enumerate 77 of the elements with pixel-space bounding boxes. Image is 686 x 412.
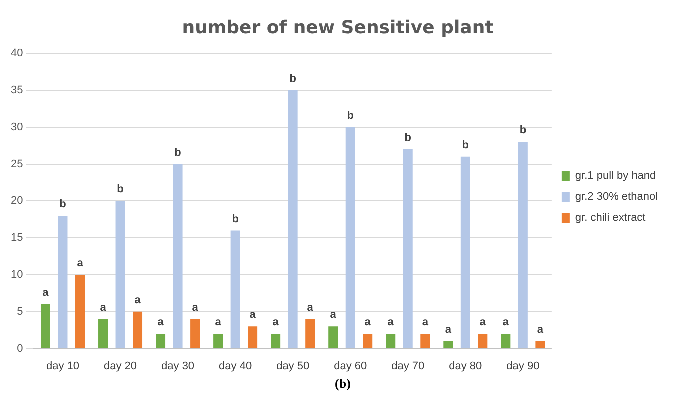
data-label: a — [42, 287, 50, 300]
data-label: a — [272, 316, 280, 329]
data-label: a — [250, 309, 257, 322]
bar — [230, 230, 240, 348]
chart-title: number of new Sensitive plant — [182, 17, 494, 38]
data-label: b — [117, 184, 124, 196]
data-label: a — [134, 294, 142, 306]
bar — [478, 334, 488, 348]
data-label: b — [174, 146, 182, 159]
bar — [190, 319, 200, 348]
bar — [248, 326, 258, 348]
bar — [40, 304, 50, 348]
bar — [98, 319, 108, 348]
data-label: a — [192, 302, 200, 314]
bar — [271, 334, 281, 348]
data-label: a — [480, 316, 487, 329]
data-label: a — [215, 316, 222, 329]
x-tick-label: day 50 — [276, 360, 310, 372]
data-label: b — [462, 139, 470, 152]
y-tick-label: 35 — [10, 84, 24, 97]
x-tick-label: day 30 — [162, 360, 195, 372]
y-tick-label: 0 — [17, 342, 24, 355]
data-label: a — [502, 316, 510, 329]
x-tick-label: day 80 — [449, 360, 482, 372]
y-tick-label: 40 — [10, 48, 24, 60]
bar — [173, 164, 183, 348]
x-tick-label: day 70 — [392, 360, 425, 372]
bar — [76, 275, 85, 348]
data-label: b — [60, 198, 67, 210]
bar — [58, 216, 68, 348]
bar — [501, 334, 511, 348]
y-tick-label: 25 — [10, 158, 24, 170]
data-label: b — [347, 110, 354, 122]
bar — [288, 90, 298, 348]
x-tick-label: day 40 — [219, 360, 252, 372]
data-label: a — [307, 302, 314, 314]
bar — [363, 334, 373, 348]
bar — [386, 334, 396, 348]
x-tick-label: day 60 — [334, 360, 368, 372]
data-label: a — [445, 324, 452, 336]
bar — [403, 150, 413, 348]
x-tick-label: day 90 — [506, 360, 540, 372]
bar — [214, 334, 224, 348]
text: (b) — [334, 376, 352, 392]
y-tick-label: 5 — [17, 306, 24, 318]
legend-label: gr. chili extract — [575, 212, 646, 224]
data-label: b — [520, 124, 527, 137]
data-label: b — [404, 132, 412, 144]
bar — [536, 341, 546, 348]
x-tick-label: day 20 — [104, 360, 138, 372]
data-label: a — [388, 316, 395, 329]
bar — [116, 201, 126, 348]
y-tick-label: 20 — [10, 195, 24, 208]
y-tick-label: 10 — [10, 269, 24, 282]
data-label: a — [422, 316, 430, 329]
data-label: a — [537, 324, 544, 336]
bar — [518, 142, 528, 348]
legend-label: gr.1 pull by hand — [575, 170, 656, 182]
data-label: a — [100, 302, 108, 314]
data-label: a — [364, 316, 372, 329]
legend-label: gr.2 30% ethanol — [575, 191, 658, 204]
data-label: b — [290, 73, 297, 86]
data-label: b — [232, 213, 240, 226]
bar — [460, 156, 470, 348]
bar — [420, 334, 430, 348]
bar — [306, 319, 316, 348]
bar — [133, 312, 143, 348]
data-label: a — [158, 316, 165, 329]
bar — [156, 334, 166, 348]
y-tick-label: 15 — [10, 232, 24, 244]
data-label: a — [330, 309, 338, 322]
data-label: a — [77, 258, 84, 270]
x-tick-label: day 10 — [46, 360, 80, 372]
bar — [328, 326, 338, 348]
bar — [444, 341, 454, 348]
bar — [346, 127, 356, 348]
y-tick-label: 30 — [10, 121, 24, 134]
